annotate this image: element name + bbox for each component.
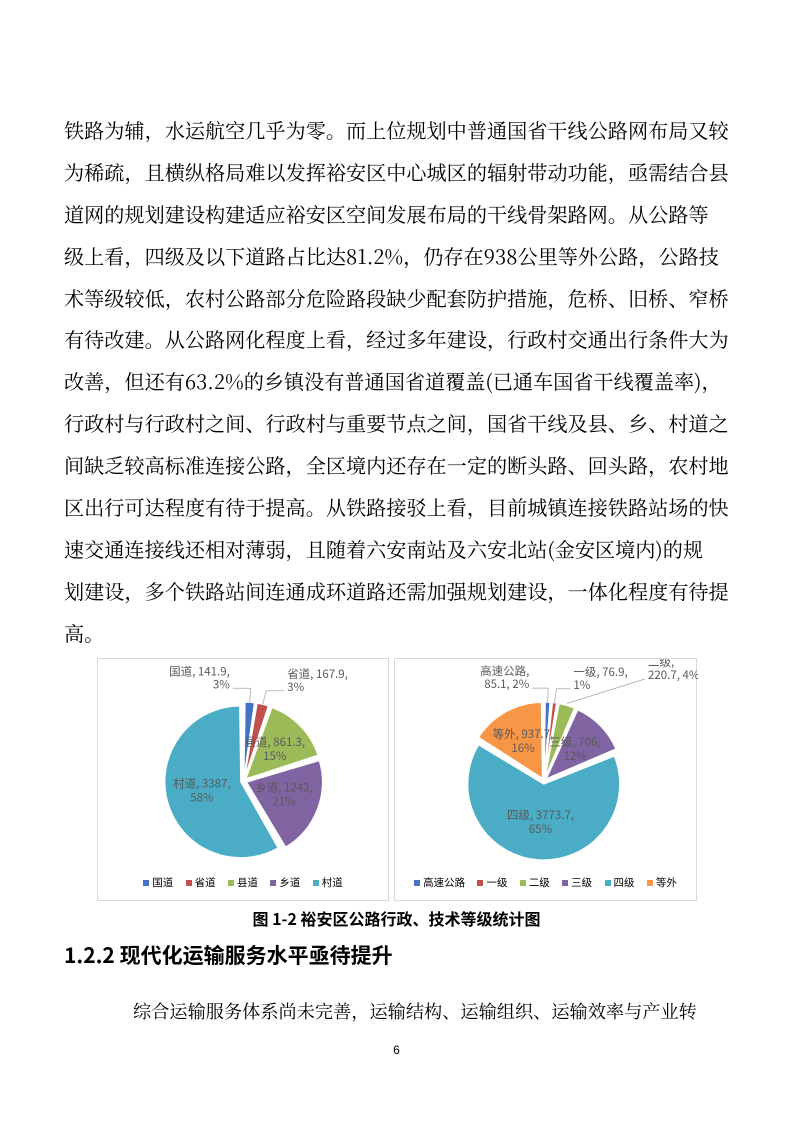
svg-text:3%: 3% xyxy=(213,676,230,692)
svg-text:65%: 65% xyxy=(529,821,553,837)
svg-text:15%: 15% xyxy=(263,748,287,764)
svg-text:16%: 16% xyxy=(511,740,535,756)
svg-text:21%: 21% xyxy=(272,794,296,810)
svg-text:3%: 3% xyxy=(287,679,304,695)
svg-text:220.7, 4%: 220.7, 4% xyxy=(648,667,698,683)
svg-text:58%: 58% xyxy=(190,789,214,805)
svg-text:85.1, 2%: 85.1, 2% xyxy=(484,676,529,692)
svg-text:1%: 1% xyxy=(573,677,590,693)
svg-text:12%: 12% xyxy=(563,748,587,764)
